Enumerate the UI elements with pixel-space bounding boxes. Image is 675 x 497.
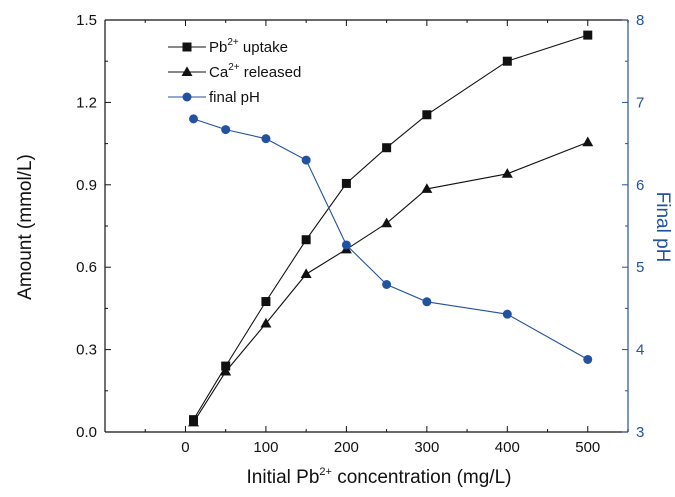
series-layer xyxy=(188,30,594,427)
y-tick-label: 1.2 xyxy=(76,94,97,111)
legend-item-1: Pb2+ uptake xyxy=(168,37,288,56)
data-point xyxy=(220,365,232,376)
ticks: 0 100 200 300 400 500 0.0 0.3 0.6 0.9 1.2 1.5 3 4 5 6 7 8 xyxy=(76,12,644,456)
y-tick-label: 0.9 xyxy=(76,177,97,194)
legend-label: Ca2+ released xyxy=(209,62,301,81)
y-tick-label: 1.5 xyxy=(76,12,97,29)
data-point xyxy=(382,143,392,153)
y-tick-label: 0.0 xyxy=(76,424,97,441)
y2-tick-label: 3 xyxy=(636,424,644,441)
x-tick-label: 500 xyxy=(575,439,600,456)
data-point xyxy=(501,168,513,178)
y-axis-title: Amount (mmol/L) xyxy=(15,154,36,300)
y-tick-label: 0.6 xyxy=(76,259,97,276)
y2-axis-title: Final pH xyxy=(652,192,673,263)
x-tick-label: 400 xyxy=(495,439,520,456)
y2-tick-label: 5 xyxy=(636,259,644,276)
y2-tick-label: 8 xyxy=(636,12,644,29)
data-point xyxy=(301,235,311,245)
y2-tick-label: 6 xyxy=(636,177,644,194)
y-tick-label: 0.3 xyxy=(76,342,97,359)
data-point xyxy=(341,240,351,250)
data-point xyxy=(189,114,199,124)
data-point xyxy=(261,134,271,144)
data-point xyxy=(188,416,199,427)
data-point xyxy=(422,110,432,120)
data-point xyxy=(261,297,271,307)
legend: Pb2+ uptake Ca2+ released final pH xyxy=(168,37,301,106)
x-tick-label: 200 xyxy=(334,439,359,456)
data-point xyxy=(421,183,433,193)
x-axis-title-sup: 2+ xyxy=(319,466,332,478)
data-point xyxy=(583,30,593,40)
data-point xyxy=(422,297,432,307)
legend-item-3: final pH xyxy=(168,89,260,106)
legend-marker xyxy=(181,66,193,76)
x-axis-title-post: concentration (mg/L) xyxy=(332,467,512,488)
y2-tick-label: 7 xyxy=(636,94,644,111)
x-tick-label: 100 xyxy=(253,439,278,456)
legend-item-2: Ca2+ released xyxy=(168,62,301,81)
legend-marker xyxy=(182,42,192,52)
data-point xyxy=(341,178,351,188)
data-point xyxy=(260,317,272,328)
data-point xyxy=(502,309,512,319)
legend-marker xyxy=(182,92,192,102)
x-tick-label: 300 xyxy=(414,439,439,456)
x-tick-label: 0 xyxy=(181,439,189,456)
data-point xyxy=(221,125,231,135)
data-point xyxy=(583,354,593,364)
data-point xyxy=(502,56,512,66)
series-1 xyxy=(189,30,593,425)
x-axis-title-pre: Initial Pb xyxy=(247,467,320,488)
series-3 xyxy=(189,114,593,364)
x-axis-title: Initial Pb2+ concentration (mg/L) xyxy=(247,466,512,488)
legend-label: Pb2+ uptake xyxy=(209,37,288,56)
data-point xyxy=(301,155,311,165)
data-point xyxy=(382,280,392,290)
data-point xyxy=(300,268,312,279)
legend-label: final pH xyxy=(209,89,260,106)
data-point xyxy=(381,217,393,228)
data-point xyxy=(582,136,594,147)
y2-tick-label: 4 xyxy=(636,342,644,359)
